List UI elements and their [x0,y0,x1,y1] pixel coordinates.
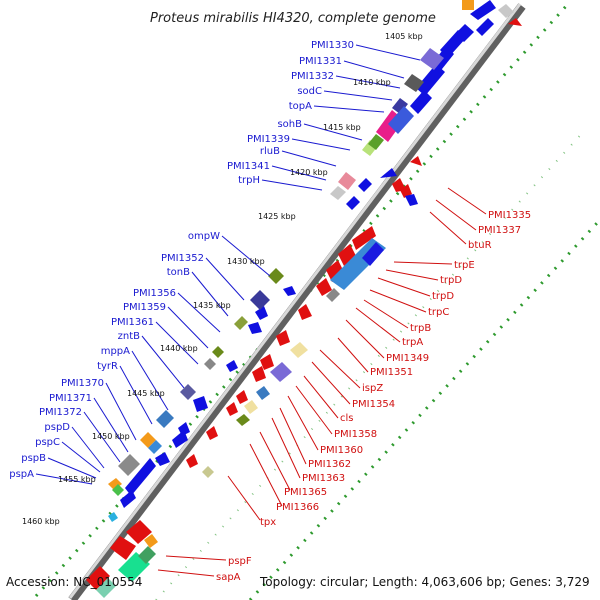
map-title: Proteus mirabilis HI4320, complete genom… [150,11,436,26]
gene-label-reverse: PMI1362 [308,459,351,470]
gene-label-forward: PMI1356 [133,288,176,299]
gene-label-reverse: ispZ [362,383,383,394]
tick-label: 1420 kbp [290,168,328,177]
accession-label: Accession: NC_010554 [6,575,142,589]
reverse-leader-lines [157,187,487,577]
gene-label-forward: pspD [44,422,70,433]
gene-label-reverse: PMI1366 [276,502,319,513]
gene-label-reverse: PMI1360 [320,445,363,456]
gene-label-reverse: PMI1335 [488,210,531,221]
gene-label-forward: PMI1330 [311,40,354,51]
gene-label-forward: sohB [277,119,302,130]
genome-backbone [68,3,526,600]
gene-label-reverse: PMI1349 [386,353,429,364]
gene-label-forward: topA [289,101,312,112]
gene-label-reverse: trpC [428,307,449,318]
gene-label-reverse: cls [340,413,354,424]
gene-label-reverse: trpD [432,291,454,302]
gene-label-reverse: PMI1337 [478,225,521,236]
gene-label-forward: PMI1352 [161,253,204,264]
gene-label-forward: PMI1370 [61,378,104,389]
gene-label-forward: PMI1341 [227,161,270,172]
gene-label-reverse: PMI1363 [302,473,345,484]
gene-label-forward: mppA [101,346,130,357]
forward-leader-lines [35,44,421,485]
gene-label-forward: pspA [9,469,34,480]
gene-label-forward: PMI1372 [39,407,82,418]
forward-gene-labels: PMI1330 PMI1331 PMI1332 sodC topA sohB P… [9,40,354,480]
gene-label-reverse: trpB [410,323,431,334]
reverse-gene-boxes [96,4,514,598]
gene-label-forward: trpH [238,175,260,186]
gene-label-reverse: btuR [468,240,492,251]
tick-label: 1445 kbp [127,389,165,398]
tick-label: 1410 kbp [353,78,391,87]
gene-label-forward: PMI1359 [123,302,166,313]
forward-gene-boxes [108,0,474,496]
tick-label: 1440 kbp [160,344,198,353]
gene-label-reverse: trpD [440,275,462,286]
topology-label: Topology: circular; Length: 4,063,606 bp… [259,575,590,589]
tick-label: 1405 kbp [385,32,423,41]
gene-label-reverse: tpx [260,517,276,528]
gene-label-reverse: trpA [402,337,423,348]
genome-backbone-highlight [68,3,522,599]
gene-label-forward: PMI1361 [111,317,154,328]
gene-label-reverse: PMI1354 [352,399,395,410]
gene-label-forward: PMI1331 [299,56,342,67]
tick-label: 1430 kbp [227,257,265,266]
gene-label-reverse: PMI1358 [334,429,377,440]
gene-label-forward: pspB [21,453,46,464]
gene-label-reverse: sapA [216,572,241,583]
forward-gene-arrows [120,0,496,508]
gene-label-reverse: trpE [454,260,475,271]
tick-label: 1435 kbp [193,301,231,310]
gene-label-forward: ompW [188,231,220,242]
gene-label-forward: sodC [297,86,322,97]
reverse-gene-arrows [86,18,522,590]
gene-label-forward: PMI1339 [247,134,290,145]
gene-label-forward: pspC [35,437,60,448]
tick-label: 1425 kbp [258,212,296,221]
gene-label-forward: tyrR [97,361,118,372]
gene-label-forward: zntB [118,331,141,342]
gene-label-reverse: PMI1351 [370,367,413,378]
gene-label-forward: tonB [167,267,190,278]
gene-label-forward: rluB [260,146,280,157]
tick-label: 1415 kbp [323,123,361,132]
tick-labels: 1405 kbp 1410 kbp 1415 kbp 1420 kbp 1425… [22,32,423,526]
tick-label: 1450 kbp [92,432,130,441]
gene-label-forward: PMI1332 [291,71,334,82]
gene-label-reverse: PMI1365 [284,487,327,498]
gene-label-forward: PMI1371 [49,393,92,404]
tick-label: 1455 kbp [58,475,96,484]
gene-label-reverse: pspF [228,556,252,567]
reverse-gene-labels: PMI1335 PMI1337 btuR trpE trpD trpD trpC… [216,210,531,583]
tick-label: 1460 kbp [22,517,60,526]
gc-dots-inner [248,220,600,600]
